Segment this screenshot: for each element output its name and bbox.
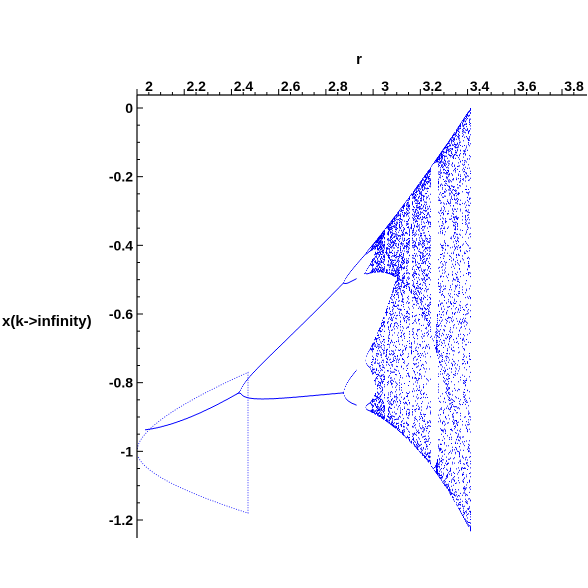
- x-tick-label: 3.8: [564, 78, 584, 94]
- x-tick-label: 3.2: [423, 78, 443, 94]
- x-tick-label: 2.2: [186, 78, 206, 94]
- axes: 2 2.2 2.4 2.6 2.8 3 3.2 3.4 3.6 3.8 0 -0.2 -0.4 -0.6 -…: [109, 78, 587, 538]
- y-axis-title: x(k->infinity): [2, 313, 92, 330]
- y-tick-label: 0: [125, 100, 133, 116]
- x-tick-label: 3: [381, 78, 389, 94]
- x-tick-label: 3.6: [517, 78, 537, 94]
- x-axis-title: r: [356, 51, 362, 68]
- bifurcation-points: [136, 108, 471, 532]
- period-doubling-curve: [136, 371, 249, 514]
- periodic-window-gap: [356, 272, 366, 510]
- y-tick-label: -1.2: [109, 512, 133, 528]
- y-tick-label: -0.6: [109, 306, 133, 322]
- y-tick-label: -0.2: [109, 169, 133, 185]
- x-tick-label: 2.6: [281, 78, 301, 94]
- y-tick-label: -1: [121, 443, 134, 459]
- x-tick-label: 2.8: [328, 78, 348, 94]
- y-tick-label: -0.4: [109, 237, 133, 253]
- x-tick-label: 2: [145, 78, 153, 94]
- y-tick-label: -0.8: [109, 375, 133, 391]
- x-tick-label: 2.4: [234, 78, 254, 94]
- bifurcation-point-cloud: [145, 108, 471, 532]
- x-tick-label: 3.4: [470, 78, 490, 94]
